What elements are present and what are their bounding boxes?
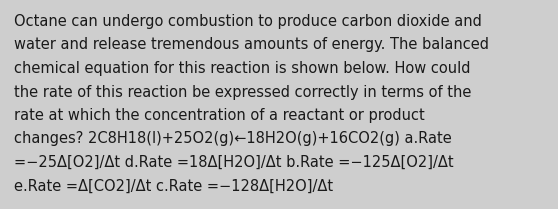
- Text: =−25Δ[O2]/Δt d.Rate =18Δ[H2O]/Δt b.Rate =−125Δ[O2]/Δt: =−25Δ[O2]/Δt d.Rate =18Δ[H2O]/Δt b.Rate …: [14, 155, 454, 170]
- Text: rate at which the concentration of a reactant or product: rate at which the concentration of a rea…: [14, 108, 425, 123]
- Text: chemical equation for this reaction is shown below. How could: chemical equation for this reaction is s…: [14, 61, 470, 76]
- Text: the rate of this reaction be expressed correctly in terms of the: the rate of this reaction be expressed c…: [14, 84, 472, 99]
- Text: water and release tremendous amounts of energy. The balanced: water and release tremendous amounts of …: [14, 37, 489, 52]
- Text: changes? 2C8H18(l)+25O2(g)←18H2O(g)+16CO2(g) a.Rate: changes? 2C8H18(l)+25O2(g)←18H2O(g)+16CO…: [14, 131, 452, 147]
- Text: Octane can undergo combustion to produce carbon dioxide and: Octane can undergo combustion to produce…: [14, 14, 482, 29]
- Text: e.Rate =Δ[CO2]/Δt c.Rate =−128Δ[H2O]/Δt: e.Rate =Δ[CO2]/Δt c.Rate =−128Δ[H2O]/Δt: [14, 178, 333, 194]
